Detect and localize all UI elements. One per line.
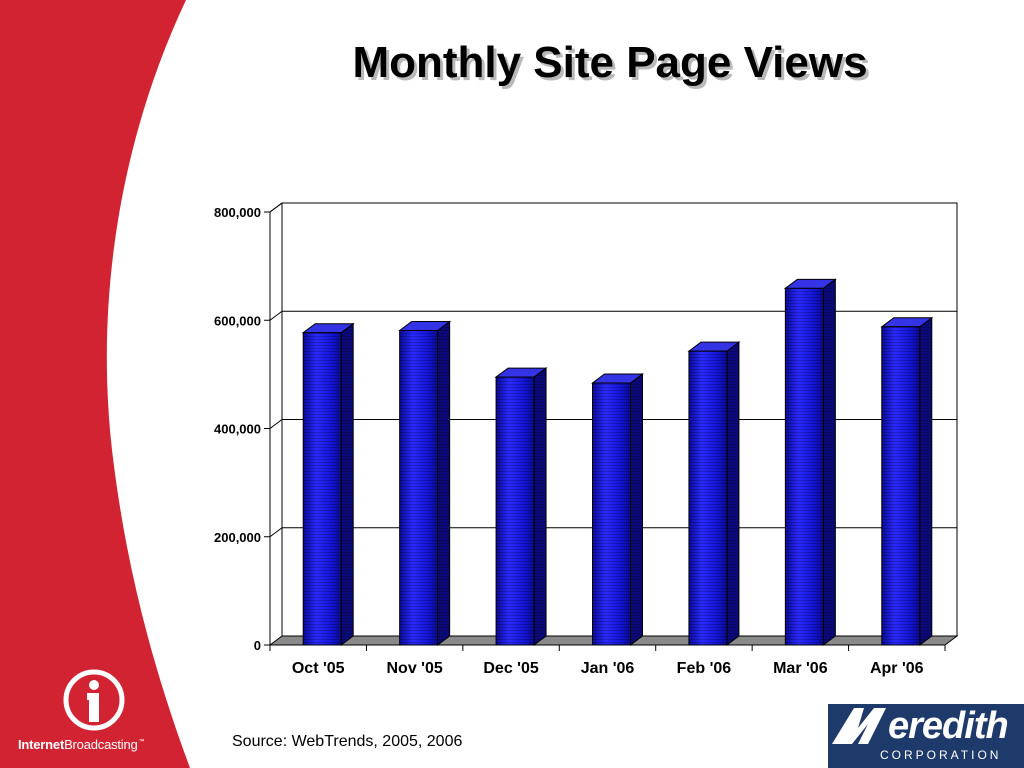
bar-texture: [496, 377, 535, 645]
bar-texture: [785, 288, 824, 645]
bar-texture: [399, 330, 438, 645]
bar-texture: [881, 326, 920, 645]
x-tick-label: Dec '05: [483, 660, 539, 677]
x-tick-label: Jan '06: [581, 660, 635, 677]
left-red-band: [0, 0, 190, 768]
source-note: Source: WebTrends, 2005, 2006: [232, 733, 463, 750]
gridline-diagonal: [269, 527, 283, 538]
bar-side-texture: [341, 323, 354, 645]
x-tick-label: Feb '06: [677, 660, 732, 677]
bar-side-texture: [437, 321, 450, 645]
y-tick-label: 0: [254, 638, 261, 653]
x-tick-label: Mar '06: [773, 660, 828, 677]
y-tick-label: 600,000: [214, 313, 261, 328]
x-tick-label: Nov '05: [387, 660, 443, 677]
internet-broadcasting-logo: InternetBroadcasting™: [14, 668, 174, 758]
x-tick-label: Oct '05: [292, 660, 345, 677]
y-tick-label: 400,000: [214, 422, 261, 437]
bar-texture: [592, 383, 631, 645]
gridline-diagonal: [269, 310, 283, 321]
x-tick-label: Apr '06: [870, 660, 924, 677]
slide-title: Monthly Site Page Views: [352, 38, 868, 87]
meredith-m-icon: [832, 708, 886, 744]
bar-texture: [688, 351, 727, 645]
bar-side-texture: [630, 374, 643, 645]
bar-texture: [303, 332, 342, 645]
gridline-diagonal: [269, 202, 283, 213]
y-tick-label: 200,000: [214, 530, 261, 545]
bar-side-texture: [919, 317, 932, 645]
meredith-corporation-logo: eredith CORPORATION: [828, 704, 1024, 768]
internet-broadcasting-wordmark: InternetBroadcasting™: [18, 737, 145, 752]
bar-side-texture: [823, 279, 836, 645]
bar-side-texture: [726, 342, 739, 645]
bar-side-texture: [534, 368, 547, 645]
gridline-diagonal: [269, 419, 283, 429]
info-i-icon: [63, 669, 125, 731]
y-tick-label: 800,000: [214, 205, 261, 220]
